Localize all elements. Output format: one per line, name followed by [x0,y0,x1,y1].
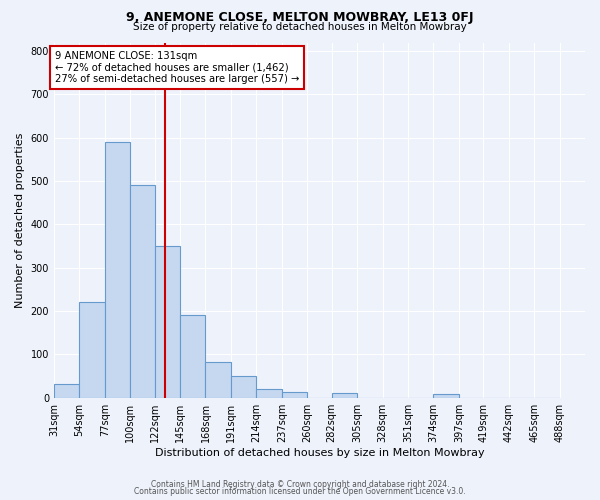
Bar [332,393,357,398]
Bar [231,376,256,398]
Bar [433,394,459,398]
Y-axis label: Number of detached properties: Number of detached properties [15,132,25,308]
Bar [155,246,180,398]
Bar [180,316,205,398]
Bar [54,384,79,398]
Text: Contains public sector information licensed under the Open Government Licence v3: Contains public sector information licen… [134,487,466,496]
Text: Size of property relative to detached houses in Melton Mowbray: Size of property relative to detached ho… [133,22,467,32]
Bar [205,362,231,398]
Bar [79,302,105,398]
Bar [282,392,307,398]
X-axis label: Distribution of detached houses by size in Melton Mowbray: Distribution of detached houses by size … [155,448,484,458]
Text: Contains HM Land Registry data © Crown copyright and database right 2024.: Contains HM Land Registry data © Crown c… [151,480,449,489]
Text: 9, ANEMONE CLOSE, MELTON MOWBRAY, LE13 0FJ: 9, ANEMONE CLOSE, MELTON MOWBRAY, LE13 0… [126,11,474,24]
Bar [130,186,155,398]
Text: 9 ANEMONE CLOSE: 131sqm
← 72% of detached houses are smaller (1,462)
27% of semi: 9 ANEMONE CLOSE: 131sqm ← 72% of detache… [55,51,299,84]
Bar [256,389,282,398]
Bar [105,142,130,398]
